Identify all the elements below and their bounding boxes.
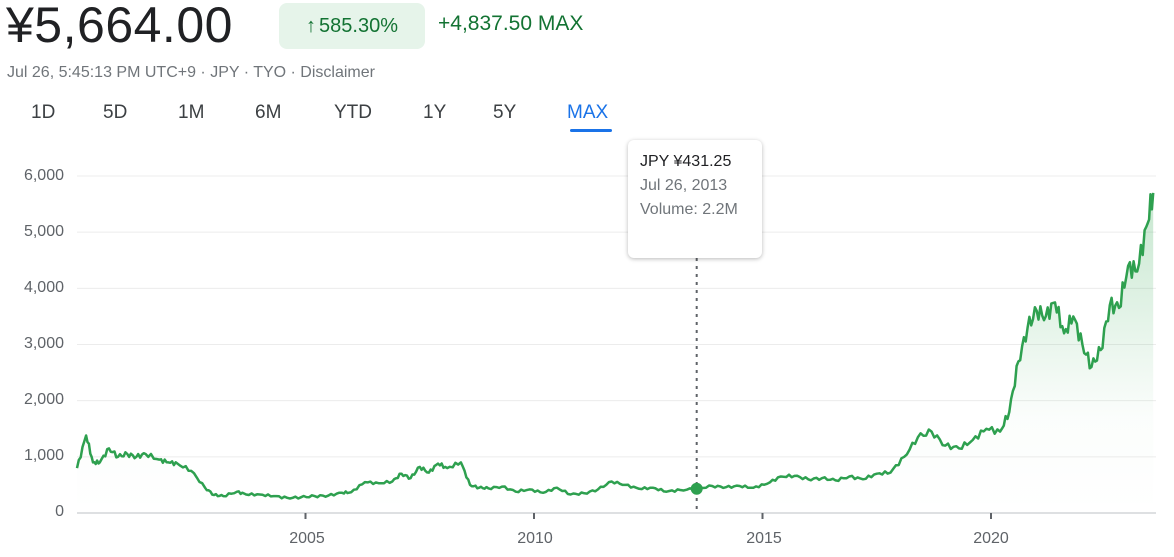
price-area — [77, 192, 1154, 513]
tooltip-price: JPY ¥431.25 — [640, 153, 732, 170]
tab-ytd[interactable]: YTD — [334, 102, 372, 123]
tab-6m[interactable]: 6M — [255, 102, 282, 123]
y-tick-5000: 5,000 — [23, 223, 64, 240]
x-tick-2010: 2010 — [517, 530, 553, 547]
tab-5y[interactable]: 5Y — [493, 102, 517, 123]
y-tick-0: 0 — [55, 503, 64, 520]
x-tick-2005: 2005 — [289, 530, 325, 547]
arrow-up-icon: ↑ — [306, 14, 317, 37]
current-price: ¥5,664.00 — [6, 0, 233, 53]
hover-point — [690, 482, 703, 495]
y-tick-6000: 6,000 — [23, 167, 64, 184]
change-percent: 585.30% — [319, 14, 398, 37]
x-tick-2020: 2020 — [973, 530, 1009, 547]
tab-1m[interactable]: 1M — [178, 102, 205, 123]
tab-1d[interactable]: 1D — [31, 102, 56, 123]
y-tick-4000: 4,000 — [23, 279, 64, 296]
tooltip-volume: Volume: 2.2M — [640, 201, 738, 218]
gridlines — [77, 175, 1156, 458]
change-amount: +4,837.50 MAX — [438, 12, 583, 36]
price-timestamp-subtitle: Jul 26, 5:45:13 PM UTC+9 · JPY · TYO · D… — [7, 64, 375, 81]
tab-1y[interactable]: 1Y — [423, 102, 447, 123]
change-percent-badge: ↑ 585.30% — [279, 3, 425, 49]
range-tabs: 1D 5D 1M 6M YTD 1Y 5Y MAX — [0, 102, 700, 136]
tab-max[interactable]: MAX — [567, 102, 609, 123]
x-tick-2015: 2015 — [746, 530, 782, 547]
hover-tooltip: JPY ¥431.25 Jul 26, 2013 Volume: 2.2M — [628, 140, 762, 258]
tooltip-date: Jul 26, 2013 — [640, 177, 728, 194]
change-period: MAX — [537, 12, 584, 35]
tab-5d[interactable]: 5D — [103, 102, 128, 123]
change-amount-value: +4,837.50 — [438, 12, 533, 35]
active-tab-indicator — [570, 129, 612, 132]
y-tick-2000: 2,000 — [23, 391, 64, 408]
y-tick-3000: 3,000 — [23, 335, 64, 352]
y-tick-1000: 1,000 — [23, 447, 64, 464]
x-axis-ticks — [304, 513, 992, 519]
price-line — [75, 192, 1155, 500]
